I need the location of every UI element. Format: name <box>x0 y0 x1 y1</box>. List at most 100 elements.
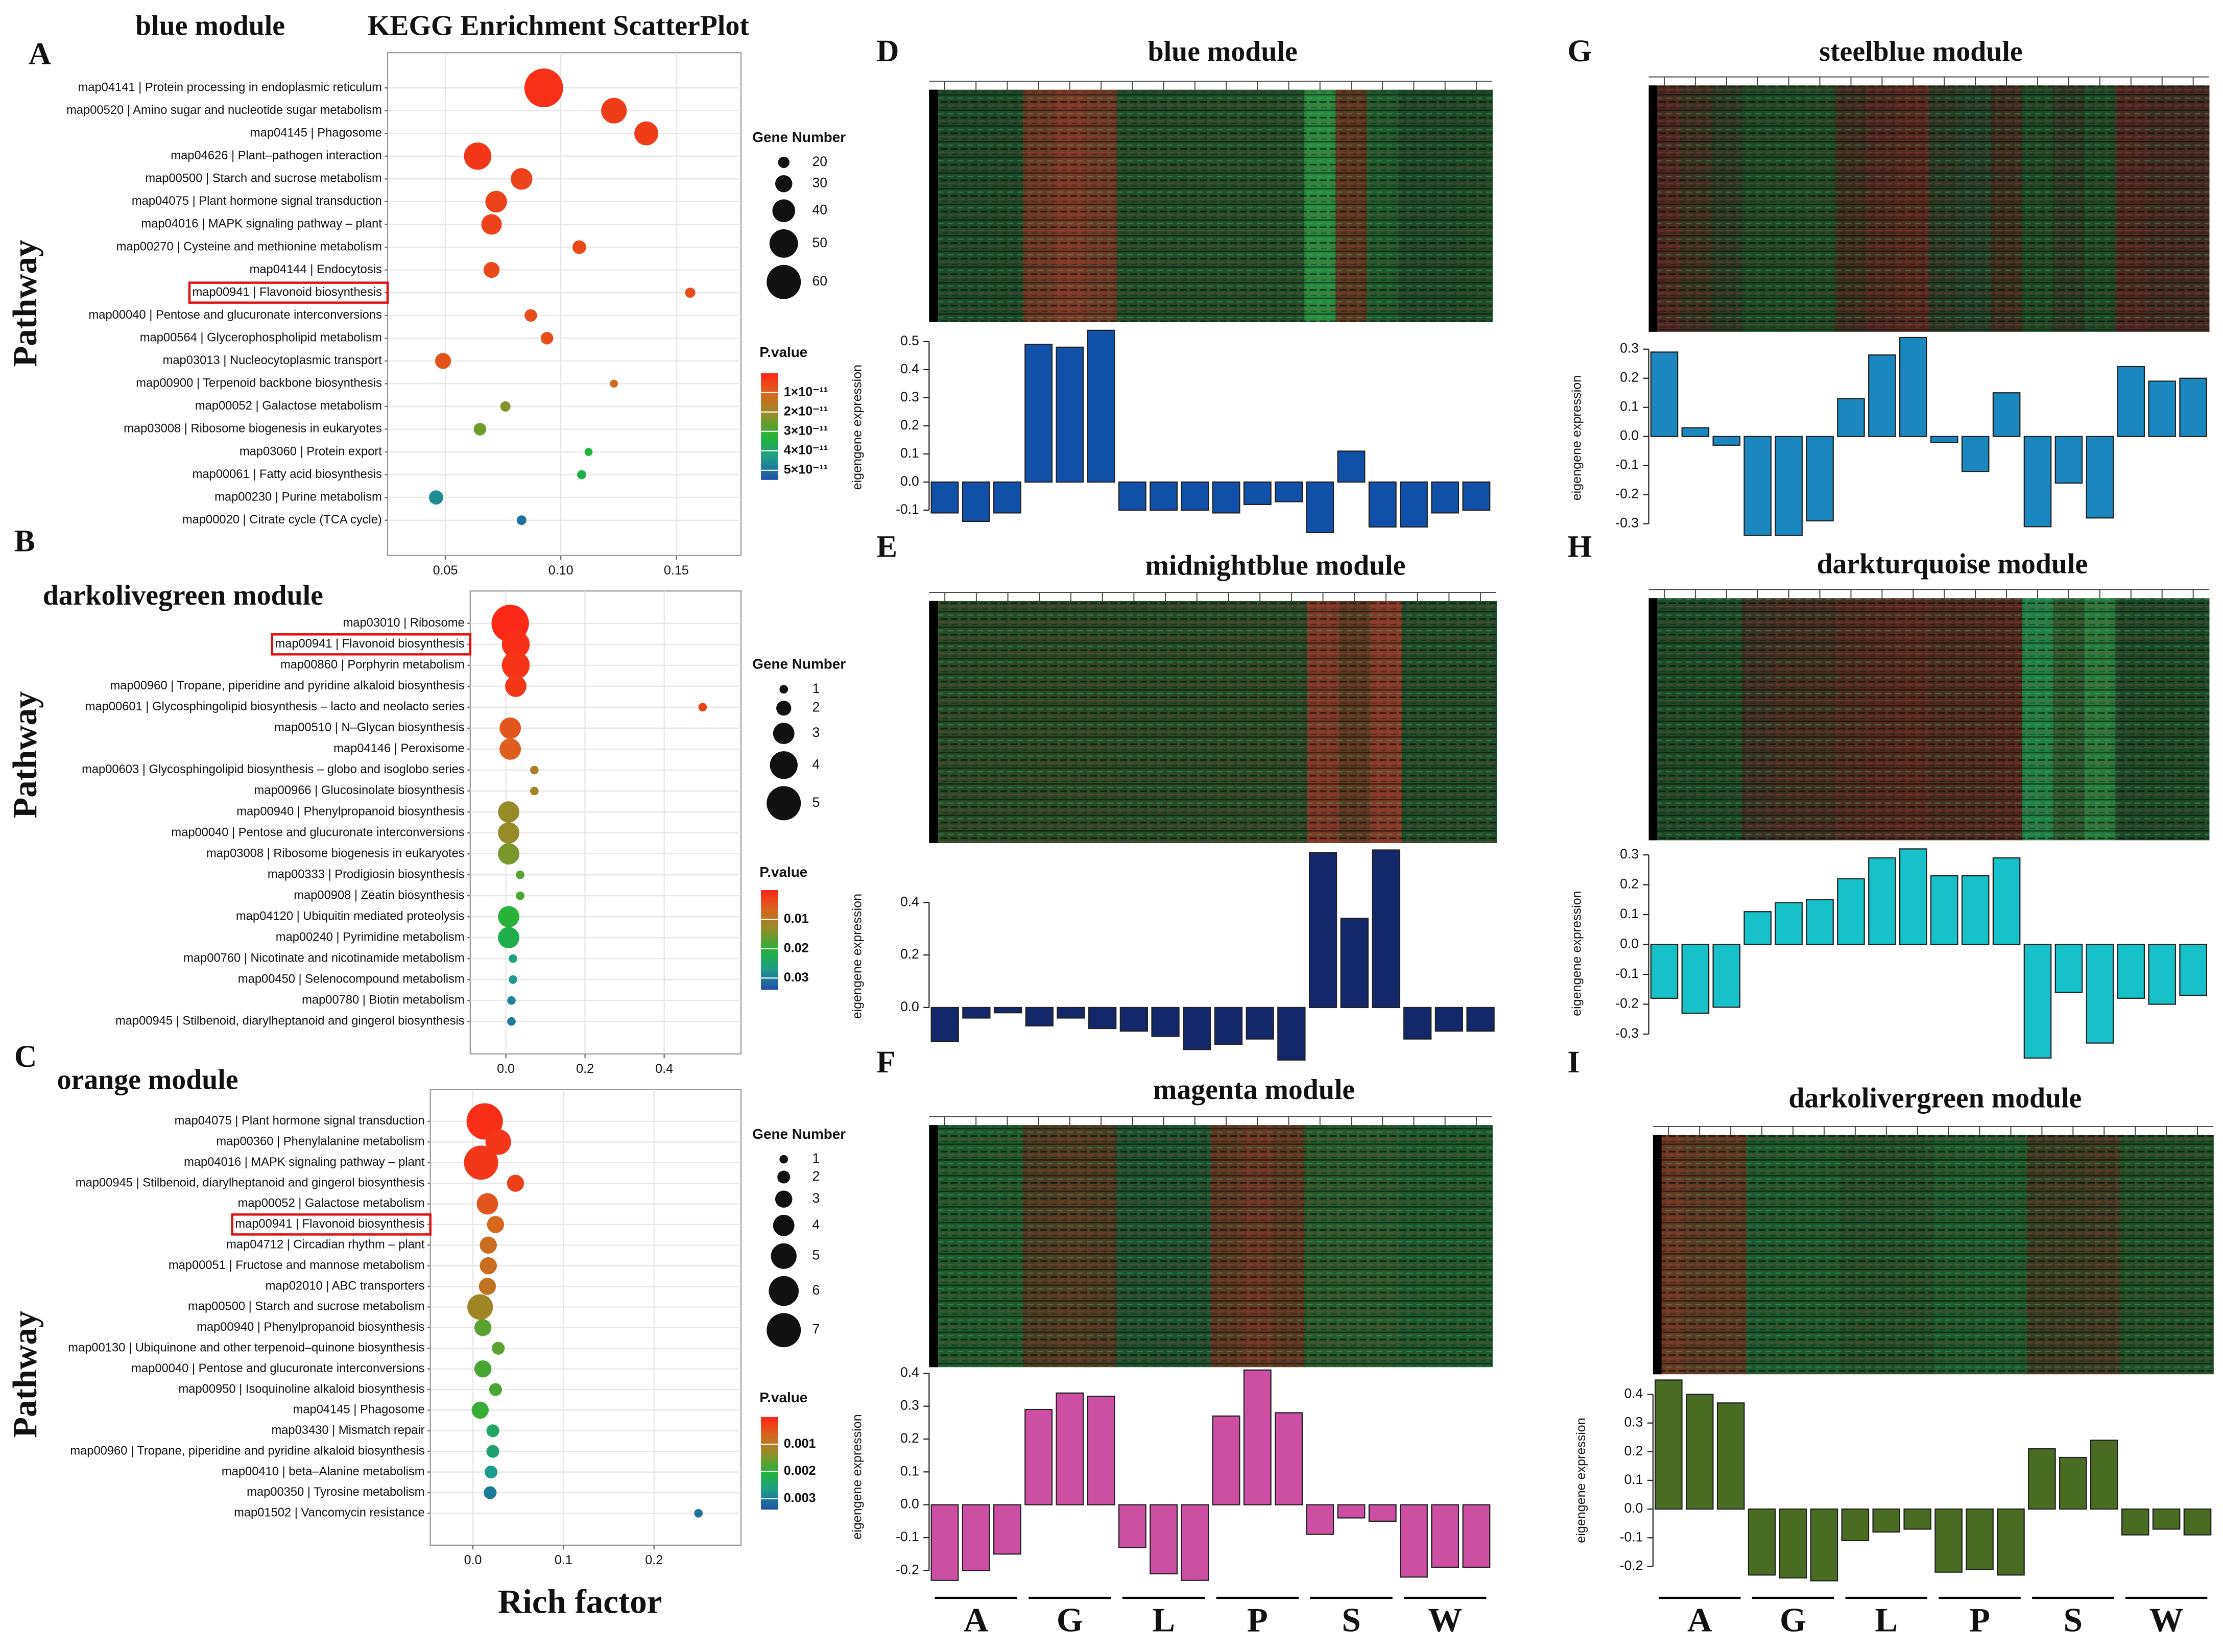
size-legend-mark <box>769 1276 799 1306</box>
bar <box>1403 1007 1432 1040</box>
colorbar-tick-label: 5×10⁻¹¹ <box>784 462 828 476</box>
category-label: map00945 | Stilbenoid, diarylheptanoid a… <box>76 1176 425 1189</box>
size-legend-title: Gene Number <box>752 129 846 145</box>
bar <box>962 1504 990 1571</box>
bubble <box>471 1401 489 1419</box>
bar <box>1712 944 1741 1008</box>
size-legend-mark <box>770 751 798 779</box>
y-axis-label: eigengene expression <box>1574 1418 1588 1543</box>
bubble <box>489 1383 502 1396</box>
size-legend-mark <box>775 175 793 193</box>
bubble <box>610 379 618 388</box>
chart-title: steelblue module <box>1819 36 2022 67</box>
category-label: map00941 | Flavonoid biosynthesis <box>275 637 464 651</box>
bar <box>1431 481 1460 514</box>
bar <box>1930 875 1958 945</box>
x-tick-label: 0.0 <box>464 1553 482 1567</box>
y-tick-label: -0.1 <box>1620 1529 1643 1544</box>
bar <box>2086 944 2114 1044</box>
y-tick-label: -0.3 <box>1615 1025 1639 1041</box>
panel-letter: H <box>1567 530 1592 564</box>
bubble <box>524 309 537 322</box>
bar <box>1087 1396 1115 1505</box>
heatmap-texture <box>929 601 1496 843</box>
bubble <box>498 801 519 823</box>
bubble <box>634 121 658 146</box>
y-tick-label: -0.1 <box>896 1529 919 1544</box>
bubble <box>464 1145 498 1180</box>
category-label: map00051 | Fructose and mannose metaboli… <box>169 1259 425 1272</box>
bar <box>2023 436 2052 528</box>
category-label: map00780 | Biotin metabolism <box>302 994 465 1007</box>
size-legend-mark <box>779 1155 788 1164</box>
color-legend-title: P.value <box>759 1390 807 1405</box>
category-label: map04146 | Peroxisome <box>333 742 465 755</box>
group-label: A <box>1687 1601 1712 1639</box>
bar <box>1685 1394 1714 1510</box>
size-legend-mark <box>777 1170 791 1184</box>
y-tick-label: 0.2 <box>1624 1443 1643 1458</box>
bubble <box>507 1175 524 1192</box>
bubble <box>685 288 696 298</box>
category-label: map00941 | Flavonoid biosynthesis <box>193 285 382 299</box>
bubble <box>480 1257 497 1275</box>
colorbar-tick-label: 3×10⁻¹¹ <box>784 423 828 438</box>
bar <box>1431 1504 1460 1568</box>
bar <box>962 481 990 522</box>
bar <box>2148 380 2177 437</box>
category-label: map00052 | Galactose metabolism <box>195 399 382 413</box>
y-tick-label: 0.3 <box>900 389 919 404</box>
bar <box>1306 1504 1334 1535</box>
y-axis-label: eigengene expression <box>1570 891 1584 1016</box>
bar <box>2028 1448 2056 1510</box>
group-label: W <box>2149 1601 2184 1639</box>
bar <box>1899 848 1927 945</box>
bar <box>1337 450 1366 483</box>
bubble <box>698 703 707 712</box>
bubble <box>473 423 487 436</box>
bar <box>2121 1508 2149 1536</box>
category-label: map00760 | Nicotinate and nicotinamide m… <box>183 951 464 965</box>
bar <box>1650 351 1679 437</box>
x-tick-label: 0.10 <box>548 563 573 578</box>
category-label: map00040 | Pentose and glucuronate inter… <box>89 308 382 322</box>
bubble <box>516 891 524 900</box>
category-label: map00564 | Glycerophospholipid metabolis… <box>140 331 382 345</box>
colorbar-tick-label: 0.003 <box>784 1491 816 1505</box>
y-tick-label: 0.5 <box>900 333 919 348</box>
bar <box>1775 902 1803 945</box>
size-legend-mark <box>767 265 801 299</box>
bubble <box>429 490 443 505</box>
size-legend-label: 4 <box>812 756 820 772</box>
bar <box>2152 1508 2181 1530</box>
bubble <box>498 822 519 844</box>
y-tick-label: 0.3 <box>1620 846 1639 861</box>
colorbar <box>761 373 778 480</box>
y-tick-label: 0.1 <box>900 445 919 461</box>
bubble <box>484 1466 498 1479</box>
bar <box>1466 1007 1495 1032</box>
chart-title: magenta module <box>1153 1074 1355 1106</box>
bar <box>1275 481 1303 502</box>
size-legend-mark <box>769 229 798 258</box>
y-axis-label: Pathway <box>6 1311 44 1438</box>
bar <box>1775 436 1803 536</box>
bar <box>1088 1007 1117 1029</box>
size-legend-label: 3 <box>812 1190 820 1206</box>
y-tick-label: 0.2 <box>1620 876 1639 892</box>
heatmap-side <box>1648 85 1658 332</box>
bubble <box>509 975 517 984</box>
category-label: map00040 | Pentose and glucuronate inter… <box>131 1362 424 1375</box>
bar <box>1119 1007 1149 1032</box>
group-label: S <box>2064 1601 2083 1639</box>
y-tick-label: 0.3 <box>1624 1415 1643 1430</box>
panel-letter: A <box>29 37 51 71</box>
bar <box>1118 481 1146 511</box>
bar <box>1868 354 1896 437</box>
category-label: map04141 | Protein processing in endopla… <box>78 81 382 94</box>
size-legend-mark <box>767 1313 801 1348</box>
category-label: map04016 | MAPK signaling pathway – plan… <box>141 218 382 231</box>
bar <box>2054 944 2083 993</box>
bubble <box>435 353 451 369</box>
group-label: G <box>1780 1601 1806 1639</box>
